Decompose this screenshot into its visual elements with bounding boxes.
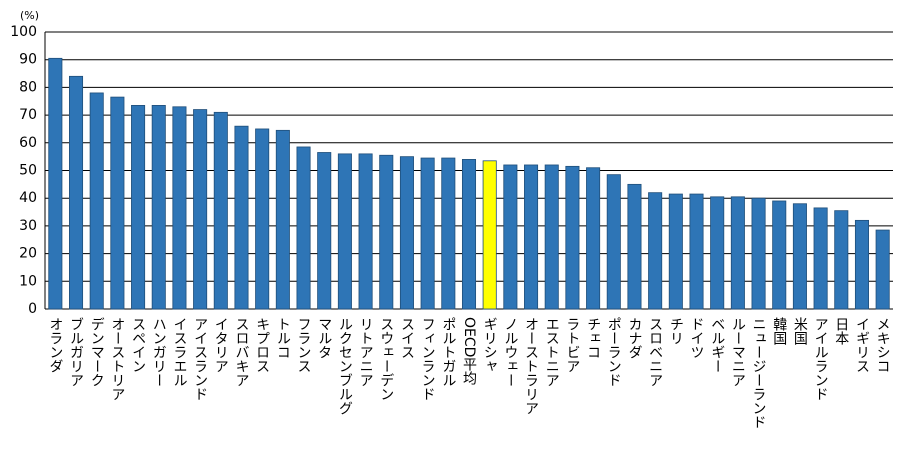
x-tick-label: 日本	[833, 317, 849, 345]
x-tick-label: スペイン	[130, 317, 146, 373]
bar	[441, 157, 456, 310]
y-tick-label: 100	[10, 24, 37, 40]
y-tick-label: 50	[19, 163, 37, 179]
bar	[151, 105, 166, 310]
bar	[89, 92, 104, 310]
y-tick-label: 10	[19, 273, 37, 289]
x-tick-label: ベルギー	[709, 317, 725, 373]
bar	[627, 183, 642, 310]
y-tick-label: 70	[19, 107, 37, 123]
bar	[606, 174, 621, 310]
x-tick-label: ニュージーランド	[751, 317, 767, 429]
x-tick-label: アイルランド	[813, 317, 829, 401]
x-tick-label: スロバキア	[233, 317, 249, 387]
bar	[710, 196, 725, 310]
bar	[69, 75, 84, 310]
bar	[751, 197, 766, 310]
bar	[110, 96, 125, 310]
x-tick-label: ドイツ	[689, 317, 705, 359]
x-tick-label: フランス	[296, 317, 312, 373]
x-tick-label: スウェーデン	[378, 317, 394, 401]
y-tick-label: 60	[19, 135, 37, 151]
bar	[255, 128, 270, 310]
bar	[503, 164, 518, 310]
bar	[813, 207, 828, 310]
y-tick-label: 80	[19, 79, 37, 95]
bar	[337, 153, 352, 310]
x-tick-label: ルーマニア	[730, 317, 746, 387]
x-tick-label: オランダ	[47, 317, 63, 373]
x-tick-label: ラトビア	[564, 317, 580, 373]
x-tick-label: メキシコ	[875, 317, 891, 373]
bar	[296, 146, 311, 310]
y-tick-label: 90	[19, 52, 37, 68]
bar	[648, 192, 663, 310]
x-tick-label: ブルガリア	[68, 317, 84, 387]
y-tick-label: 0	[28, 301, 37, 317]
x-tick-label: ノルウェー	[502, 317, 518, 387]
x-tick-label: エストニア	[544, 317, 560, 387]
x-tick-label: オーストラリア	[523, 317, 539, 415]
bar	[772, 200, 787, 310]
bar	[834, 210, 849, 310]
x-tick-label: OECD平均	[461, 317, 477, 386]
x-tick-label: 米国	[792, 317, 808, 345]
x-tick-label: イタリア	[213, 317, 229, 373]
x-tick-label: スイス	[399, 317, 415, 359]
x-tick-label: トルコ	[275, 317, 291, 359]
y-tick-label: 30	[19, 218, 37, 234]
x-tick-label: ギリシャ	[482, 317, 498, 373]
bar	[544, 164, 559, 310]
bar	[379, 154, 394, 310]
bar	[193, 109, 208, 310]
bar	[792, 203, 807, 310]
bar	[565, 165, 580, 310]
bar	[358, 153, 373, 310]
x-tick-label: チリ	[668, 317, 684, 345]
bar	[275, 129, 290, 310]
bar	[482, 160, 497, 310]
bar	[854, 219, 869, 310]
bar	[213, 111, 228, 310]
bar	[420, 157, 435, 310]
bar	[524, 164, 539, 310]
bar	[875, 229, 890, 310]
x-tick-label: ポーランド	[606, 317, 622, 387]
x-tick-label: ハンガリー	[151, 317, 167, 387]
x-tick-label: ポルトガル	[440, 317, 456, 387]
bar	[586, 167, 601, 310]
x-tick-label: オーストリア	[109, 317, 125, 401]
bar	[317, 152, 332, 310]
bar	[461, 159, 477, 310]
y-axis-label: (%)	[20, 9, 39, 22]
bar	[172, 106, 187, 310]
x-tick-label: フィンランド	[420, 317, 436, 401]
bar	[668, 193, 683, 310]
y-tick-label: 40	[19, 190, 37, 206]
x-tick-label: マルタ	[316, 317, 332, 359]
bar	[730, 196, 745, 310]
x-tick-label: 韓国	[771, 317, 787, 345]
x-tick-label: スロベニア	[647, 317, 663, 387]
x-tick-label: カナダ	[626, 317, 642, 359]
x-tick-label: チェコ	[585, 317, 601, 359]
x-tick-label: イギリス	[854, 317, 870, 373]
bar	[131, 105, 146, 310]
bar	[689, 193, 704, 310]
x-tick-label: キプロス	[254, 317, 270, 373]
y-tick-label: 20	[19, 246, 37, 262]
x-tick-label: ルクセンブルグ	[337, 317, 353, 415]
bar	[234, 125, 249, 310]
bar	[399, 156, 414, 310]
bar	[48, 57, 63, 310]
x-tick-label: デンマーク	[89, 317, 105, 387]
x-tick-label: アイスランド	[192, 317, 208, 401]
x-tick-label: リトアニア	[358, 317, 374, 387]
x-tick-label: イスラエル	[171, 317, 187, 387]
